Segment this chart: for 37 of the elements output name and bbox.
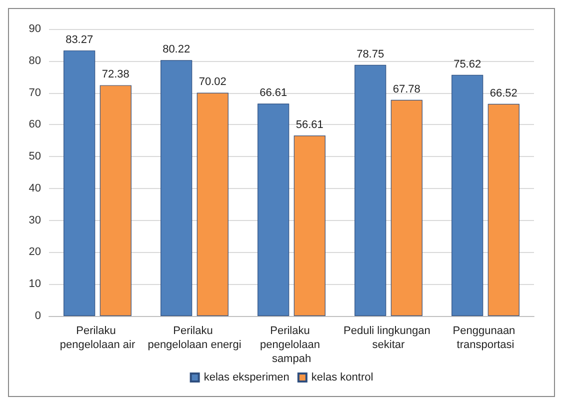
data-label: 78.75 [356, 48, 384, 60]
y-tick-label: 70 [28, 86, 41, 99]
x-tick-label: Perilaku pengelolaan energi [148, 325, 242, 351]
bar [452, 74, 484, 316]
x-tick-label: Perilaku pengelolaan air [60, 325, 136, 351]
y-tick-label: 10 [28, 278, 41, 290]
bar [390, 100, 422, 316]
y-tick-label: 90 [28, 23, 41, 35]
data-label: 66.52 [490, 87, 518, 100]
data-label: 75.62 [454, 58, 482, 70]
y-tick-label: 40 [28, 182, 41, 194]
bar [100, 85, 132, 316]
data-label: 72.38 [102, 68, 130, 81]
legend-label: kelas kontrol [311, 372, 374, 384]
y-tick-label: 60 [28, 118, 41, 131]
bar [64, 50, 96, 316]
x-tick-label: Peduli lingkungan sekitar [344, 325, 434, 351]
y-tick-label: 20 [28, 246, 41, 258]
data-label: 70.02 [198, 76, 226, 88]
bar [160, 60, 192, 316]
data-label: 56.61 [296, 118, 324, 131]
bar [294, 135, 326, 316]
bar [488, 104, 520, 316]
y-tick-label: 80 [28, 54, 41, 67]
y-tick-label: 30 [28, 214, 41, 226]
data-label: 83.27 [66, 34, 94, 46]
bar [354, 64, 386, 316]
legend-label: kelas eksperimen [204, 372, 290, 384]
y-tick-label: 50 [28, 150, 41, 163]
bar [258, 104, 290, 316]
y-tick-label: 0 [34, 310, 41, 322]
x-tick-label: Perilaku pengelolaan sampah [260, 325, 324, 365]
x-tick-label: Penggunaan transportasi [452, 325, 518, 351]
data-label: 66.61 [260, 87, 288, 100]
data-label: 80.22 [162, 44, 190, 56]
bar [196, 92, 228, 316]
data-label: 67.78 [392, 83, 420, 96]
